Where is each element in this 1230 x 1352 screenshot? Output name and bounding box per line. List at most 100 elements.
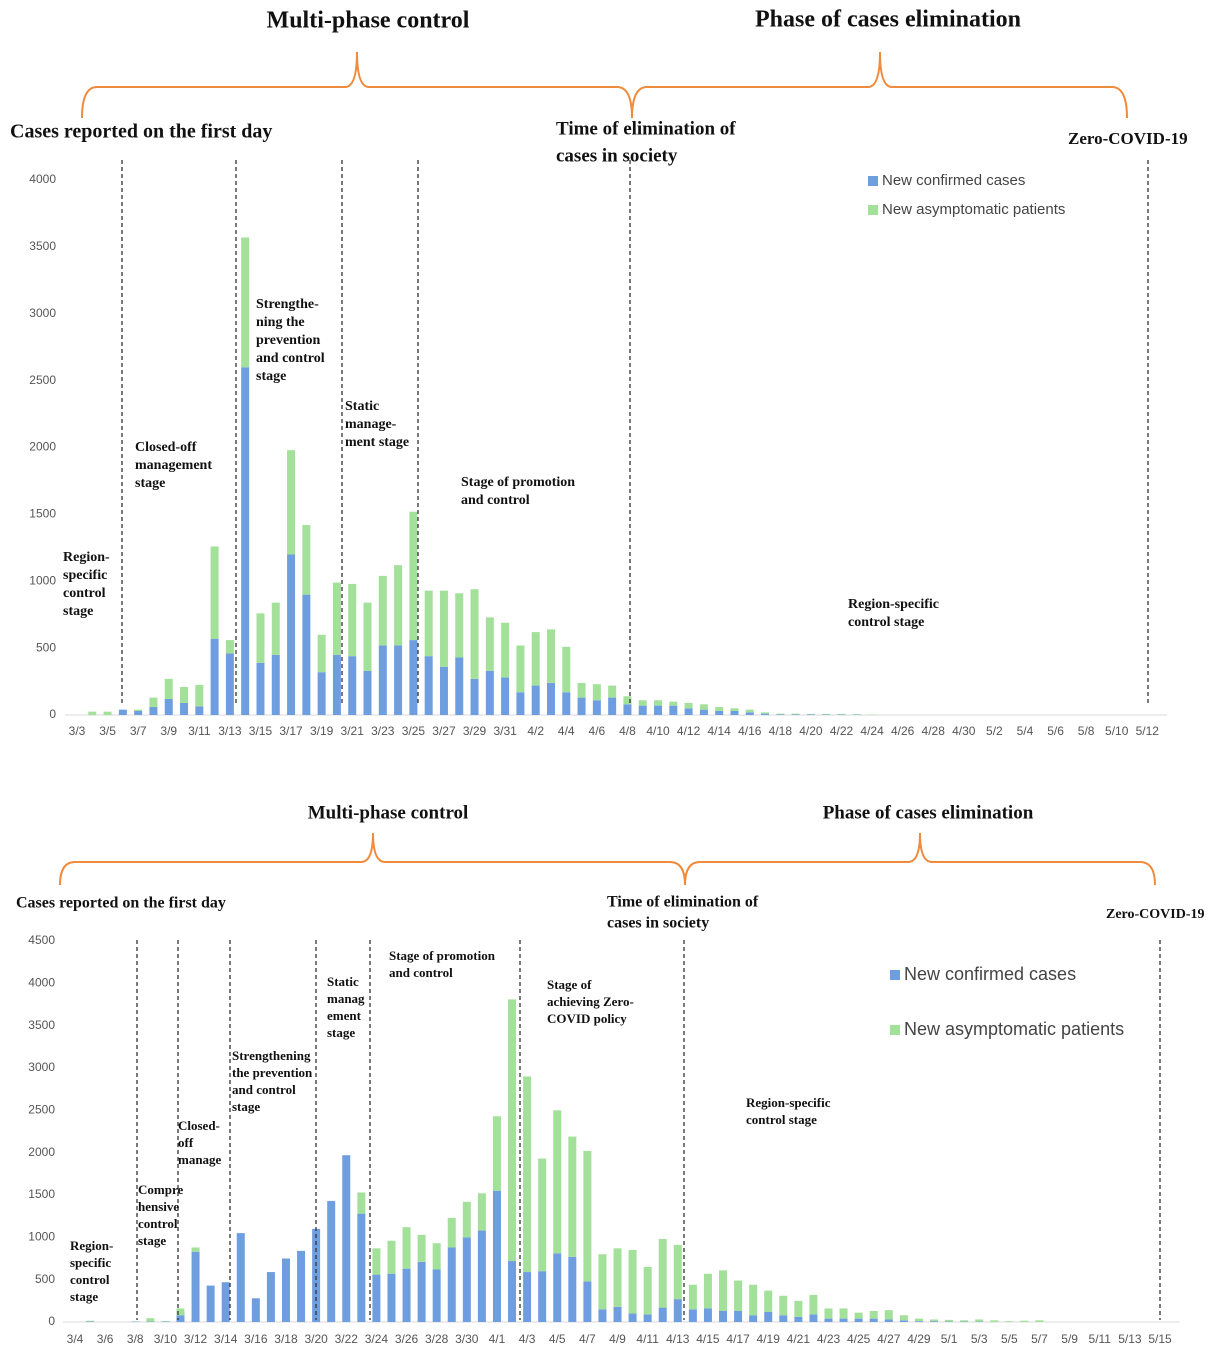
- bar-segment: [688, 1284, 697, 1310]
- bar-segment: [327, 1200, 336, 1322]
- bar-segment: [568, 1256, 577, 1322]
- annotation: cases in society: [556, 145, 678, 166]
- bar-segment: [210, 546, 219, 639]
- annotation: Stage of promotion: [461, 475, 575, 490]
- bar-segment: [776, 714, 785, 715]
- annotation: stage: [327, 1025, 355, 1040]
- bar-segment: [357, 1213, 366, 1322]
- annotation: hensive: [138, 1199, 179, 1214]
- x-tick-label: 4/2: [527, 724, 544, 738]
- phase-brace: [684, 832, 1156, 886]
- bar-segment: [221, 1282, 230, 1322]
- x-tick-label: 3/26: [395, 1332, 419, 1346]
- bar-segment: [791, 713, 800, 715]
- bar-segment: [455, 657, 464, 715]
- annotation: stage: [138, 1233, 166, 1248]
- bar-segment: [432, 1269, 441, 1322]
- bar-segment: [134, 710, 143, 715]
- bar-segment: [241, 367, 250, 715]
- annotation: Static: [327, 974, 359, 989]
- x-tick-label: 4/5: [549, 1332, 566, 1346]
- bar-segment: [688, 1309, 697, 1322]
- bar-segment: [470, 678, 479, 715]
- x-tick-label: 4/15: [696, 1332, 720, 1346]
- bar-segment: [236, 1233, 245, 1322]
- x-tick-label: 5/11: [1089, 1332, 1112, 1346]
- bar-segment: [553, 1110, 562, 1254]
- x-tick-label: 4/27: [877, 1332, 901, 1346]
- bar-segment: [643, 1266, 652, 1315]
- x-tick-label: 3/27: [432, 724, 456, 738]
- bar-segment: [492, 1190, 501, 1322]
- annotation: Region-: [70, 1238, 113, 1253]
- bar-segment: [180, 702, 189, 715]
- bar-segment: [372, 1248, 381, 1275]
- bar-segment: [730, 708, 739, 711]
- annotation: stage: [232, 1099, 260, 1114]
- x-tick-label: 4/21: [787, 1332, 811, 1346]
- annotation: Strengthe-: [256, 297, 319, 312]
- x-tick-label: 3/10: [154, 1332, 178, 1346]
- bar-segment: [914, 1321, 923, 1322]
- bar-segment: [929, 1321, 938, 1322]
- bar-segment: [409, 640, 418, 715]
- bar-segment: [929, 1319, 938, 1322]
- annotation: control: [63, 586, 106, 601]
- bar-segment: [669, 701, 678, 706]
- bar-segment: [628, 1250, 637, 1314]
- x-tick-label: 4/23: [817, 1332, 841, 1346]
- annotation: control stage: [746, 1112, 817, 1127]
- annotation: manag: [327, 991, 365, 1006]
- annotation: manage: [178, 1152, 222, 1167]
- bar-segment: [88, 711, 97, 715]
- x-tick-label: 5/15: [1148, 1332, 1172, 1346]
- annotation: Cases reported on the first day: [16, 895, 226, 912]
- bar-segment: [899, 1315, 908, 1321]
- legend-swatch: [868, 205, 878, 215]
- bar-segment: [791, 714, 800, 715]
- y-tick-label: 500: [35, 1272, 55, 1286]
- bar-segment: [809, 1294, 818, 1315]
- bar-segment: [191, 1251, 200, 1322]
- bar-segment: [638, 700, 647, 706]
- legend-label: New confirmed cases: [882, 172, 1025, 189]
- bar-segment: [822, 713, 831, 715]
- bar-segment: [719, 1310, 728, 1322]
- x-tick-label: 4/11: [636, 1332, 659, 1346]
- x-tick-label: 4/24: [860, 724, 884, 738]
- bar-segment: [658, 1239, 667, 1308]
- bar-segment: [523, 1272, 532, 1322]
- bar-segment: [914, 1318, 923, 1322]
- bar-segment: [809, 1314, 818, 1322]
- bar-segment: [592, 684, 601, 701]
- bar-segment: [523, 1076, 532, 1273]
- legend-label: New confirmed cases: [904, 964, 1076, 984]
- bar-segment: [764, 1311, 773, 1322]
- bar-segment: [699, 709, 708, 715]
- bar-segment: [516, 645, 525, 693]
- annotation: cases in society: [607, 915, 709, 932]
- bar-segment: [638, 705, 647, 715]
- y-tick-label: 3500: [29, 239, 56, 253]
- bar-segment: [715, 706, 724, 711]
- x-tick-label: 3/14: [214, 1332, 238, 1346]
- x-tick-label: 3/15: [249, 724, 273, 738]
- x-tick-label: 4/7: [579, 1332, 596, 1346]
- y-tick-label: 4000: [28, 976, 55, 990]
- y-tick-label: 2000: [28, 1145, 55, 1159]
- y-tick-label: 2500: [29, 373, 56, 387]
- bar-segment: [256, 613, 265, 663]
- bar-segment: [779, 1295, 788, 1316]
- y-tick-label: 2000: [29, 440, 56, 454]
- bar-segment: [761, 713, 770, 715]
- y-tick-label: 4500: [28, 933, 55, 947]
- annotation: specific: [70, 1255, 111, 1270]
- annotation: Zero-COVID-19: [1068, 129, 1188, 148]
- phase-brace: [81, 51, 633, 119]
- x-tick-label: 4/30: [952, 724, 976, 738]
- bar-segment: [462, 1201, 471, 1238]
- annotation: ement: [327, 1008, 362, 1023]
- x-tick-label: 3/8: [127, 1332, 144, 1346]
- bar-segment: [794, 1316, 803, 1322]
- x-tick-label: 3/30: [455, 1332, 479, 1346]
